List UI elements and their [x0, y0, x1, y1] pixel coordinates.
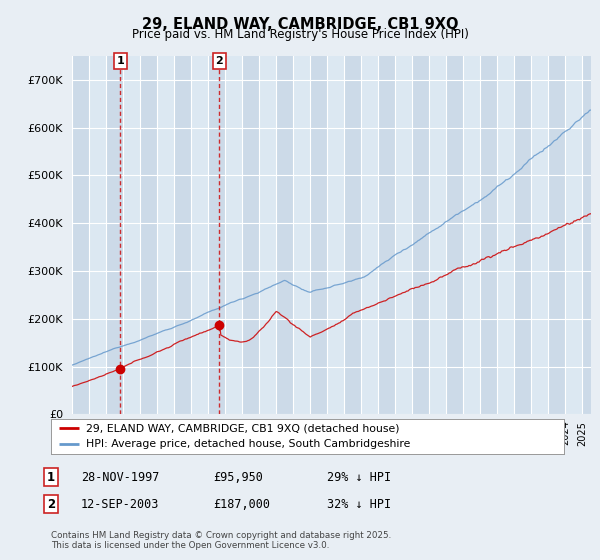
Bar	[481, 56, 497, 414]
Text: 2: 2	[215, 56, 223, 66]
Text: 1: 1	[47, 470, 55, 484]
Text: 29, ELAND WAY, CAMBRIDGE, CB1 9XQ (detached house): 29, ELAND WAY, CAMBRIDGE, CB1 9XQ (detac…	[86, 423, 400, 433]
Bar	[583, 56, 599, 414]
Text: 32% ↓ HPI: 32% ↓ HPI	[327, 497, 391, 511]
Bar	[412, 56, 430, 414]
Text: 29% ↓ HPI: 29% ↓ HPI	[327, 470, 391, 484]
Bar	[106, 56, 123, 414]
Bar	[378, 56, 395, 414]
Bar	[174, 56, 191, 414]
Text: £187,000: £187,000	[213, 497, 270, 511]
Text: 12-SEP-2003: 12-SEP-2003	[81, 497, 160, 511]
Text: Price paid vs. HM Land Registry's House Price Index (HPI): Price paid vs. HM Land Registry's House …	[131, 28, 469, 41]
Text: 1: 1	[116, 56, 124, 66]
Text: 29, ELAND WAY, CAMBRIDGE, CB1 9XQ: 29, ELAND WAY, CAMBRIDGE, CB1 9XQ	[142, 17, 458, 32]
Bar	[208, 56, 225, 414]
Text: 2: 2	[47, 497, 55, 511]
Bar	[72, 56, 89, 414]
Bar	[514, 56, 532, 414]
Text: £95,950: £95,950	[213, 470, 263, 484]
Bar	[446, 56, 463, 414]
Bar	[276, 56, 293, 414]
Text: HPI: Average price, detached house, South Cambridgeshire: HPI: Average price, detached house, Sout…	[86, 439, 410, 449]
Text: 28-NOV-1997: 28-NOV-1997	[81, 470, 160, 484]
Bar	[344, 56, 361, 414]
Bar	[548, 56, 565, 414]
Bar	[242, 56, 259, 414]
Bar	[310, 56, 327, 414]
Text: Contains HM Land Registry data © Crown copyright and database right 2025.
This d: Contains HM Land Registry data © Crown c…	[51, 531, 391, 550]
Bar	[140, 56, 157, 414]
